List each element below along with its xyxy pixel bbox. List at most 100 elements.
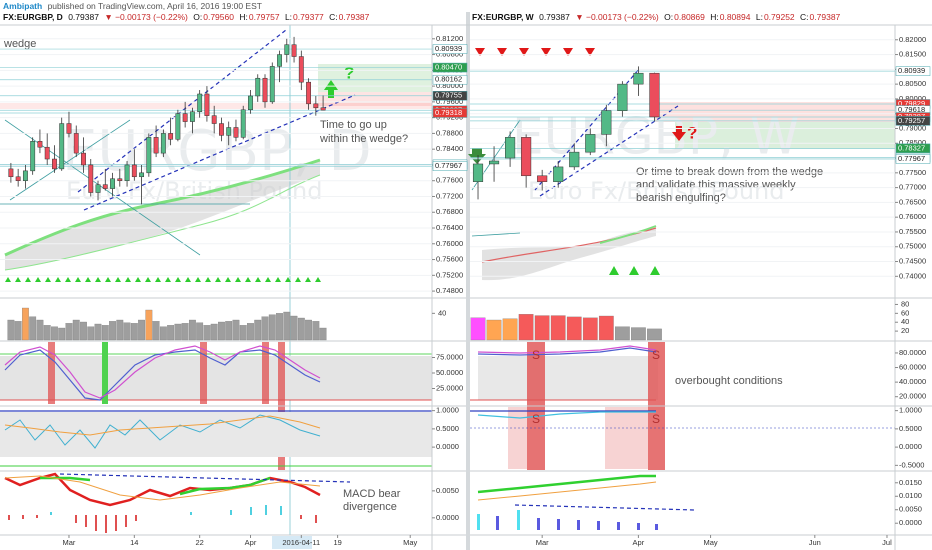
volume-bar [550,315,566,341]
candle-body [131,164,137,178]
x-tick-label: Mar [63,538,76,547]
published: published on TradingView.com, April 16, … [48,1,262,11]
volume-bar [232,319,240,341]
price-label: 0.79755 [435,91,462,100]
ohlc-key: O: [193,12,202,22]
annotation: S [652,412,660,426]
volume-bar [268,314,276,341]
candle-body [160,133,166,154]
candle-body [139,172,145,178]
y-tick-label: 20.0000 [899,392,926,401]
candle-body [284,44,290,55]
candle-body [521,137,532,177]
volume-bar [181,323,189,341]
symbol: FX:EURGBP, D [3,12,63,22]
candle-body [8,168,14,178]
y-tick-label: 0.0000 [899,442,922,451]
y-tick-label: 0.80000 [436,81,463,90]
candle-body [182,113,188,122]
panel-divider [466,12,470,550]
y-tick-label: 60.0000 [899,363,926,372]
volume-bar [319,327,327,341]
y-tick-label: 0.81500 [899,50,926,59]
volume-bar [470,317,486,341]
candle-body [248,95,253,111]
up-arrow [324,80,338,98]
y-tick-label: 0.76500 [899,197,926,206]
y-tick-label: 1.0000 [436,406,459,415]
volume-bar [116,319,124,341]
volume-bar [94,323,102,341]
price-label: 0.80162 [435,75,462,84]
candle-body [102,184,108,189]
candle-body [30,141,36,172]
ohlc-value: 0.79757 [249,12,280,22]
y-tick-label: 0.78500 [899,138,926,147]
volume-bar [36,319,44,341]
cloud [482,228,656,281]
price-label-box [895,66,931,76]
y-tick-label: 0.74000 [899,271,926,280]
candle-body [197,93,203,112]
x-tick-label: May [703,538,717,547]
annotation: overbought conditions [675,375,783,387]
volume-bar [152,321,160,341]
volume-bar [290,315,298,341]
price-label-box [895,116,931,126]
price-label-box [432,91,468,101]
ohlc-value: 0.79387 [810,12,841,22]
stoch-band [0,412,432,457]
y-tick-label: 0.81200 [436,34,463,43]
volume-bar [138,319,145,341]
volume-bar [123,322,131,341]
candle-body [306,81,311,105]
volume-bar [203,325,211,341]
volume-bar [167,325,175,341]
indicator-line [477,411,656,419]
y-tick-label: 0.0100 [899,491,922,500]
y-tick-label: 60 [901,308,909,317]
candle-body [633,72,644,85]
price-label: 0.80939 [435,44,462,53]
ohlc-key: L: [756,12,763,22]
candle-body [585,134,596,153]
ohlc-value: 0.79387 [339,12,370,22]
rsi-band [478,356,658,400]
date-highlight [272,536,312,549]
volume-bar [145,309,153,341]
candle-body [110,178,115,189]
x-tick-label: 2016-04-11 [282,538,320,547]
highlight-bar [102,342,108,404]
y-tick-label: 0.0150 [899,478,922,487]
volume-bar [196,322,204,341]
y-tick-label: 75.0000 [436,352,463,361]
candle-body [66,123,72,134]
volume-bar [261,316,269,341]
y-tick-label: 0.79600 [436,97,463,106]
volume-bar [225,321,233,341]
down-arrow [672,126,686,141]
y-tick-label: 0.78800 [436,128,463,137]
volume-bar [159,326,167,341]
signal-line [477,481,657,501]
watermark-sub: Euro Fx/British Pound [528,177,785,205]
price-label: 0.80939 [898,66,925,75]
y-tick-label: 0.75500 [899,227,926,236]
y-tick-label: 20 [901,326,909,335]
candle-body [88,164,94,193]
annotation: ? [687,123,697,142]
y-tick-label: 0.75600 [436,255,463,264]
price-label: 0.77967 [898,154,925,163]
y-tick-label: 0.79000 [899,123,926,132]
y-tick-label: 0.0050 [899,505,922,514]
volume-bar [582,317,598,341]
candle-body [313,103,319,109]
x-tick-label: Jul [882,538,892,547]
candle-body [189,111,195,122]
candle-body [73,133,79,154]
y-tick-label: 40.0000 [899,377,926,386]
candle-body [204,93,210,116]
candle-body [95,184,101,193]
volume-bar [566,316,582,341]
wedge-line [83,94,356,211]
